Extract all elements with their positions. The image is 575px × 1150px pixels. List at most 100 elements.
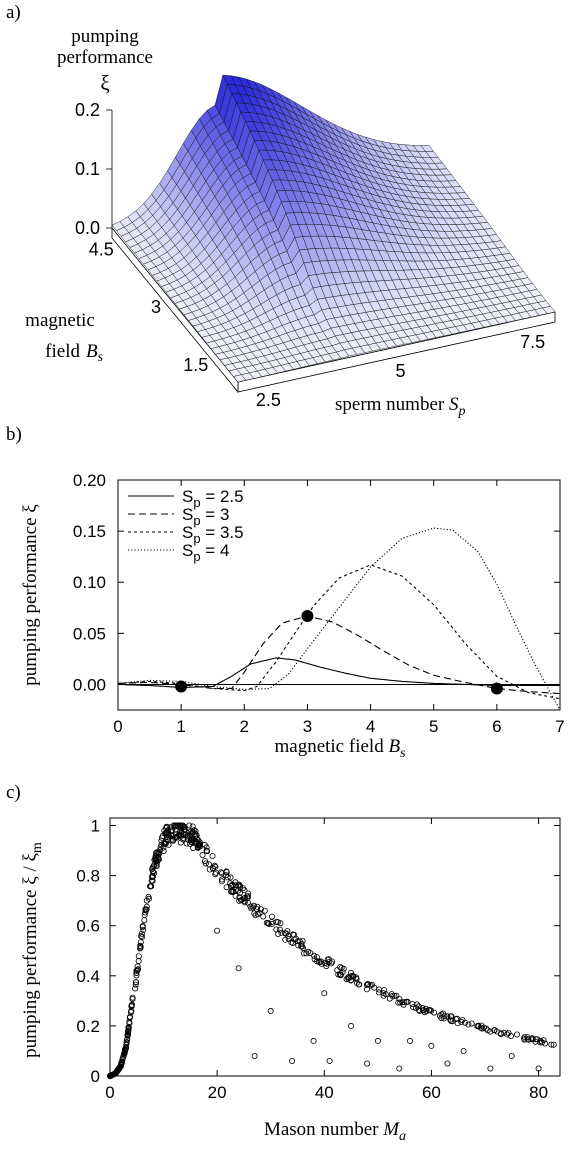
scatter-point <box>321 990 328 997</box>
x-tick-label-c: 0 <box>105 1083 114 1102</box>
scatter-point <box>311 956 318 963</box>
scatter-point <box>461 1019 468 1026</box>
scatter-point <box>123 1039 130 1046</box>
scatter-point <box>122 1047 129 1054</box>
scatter-point <box>241 887 248 894</box>
y-axis-label-line2: field <box>45 341 80 362</box>
scatter-point <box>133 970 140 977</box>
scatter-point <box>441 1013 448 1020</box>
scatter-point <box>396 996 403 1003</box>
svg-text:sperm number Sp: sperm number Sp <box>335 394 465 419</box>
scatter-point <box>363 981 370 988</box>
legend-label-1: Sp = 3 <box>182 505 229 528</box>
scatter-point <box>137 939 144 946</box>
scatter-point <box>514 1031 521 1038</box>
scatter-point <box>128 1003 135 1010</box>
scatter-point <box>447 1016 454 1023</box>
y-tick-label-c: 0.8 <box>76 867 100 886</box>
scatter-point <box>187 828 194 835</box>
scatter-point <box>335 971 342 978</box>
surface-mesh <box>111 74 556 394</box>
scatter-point <box>236 890 243 897</box>
scatter-point <box>316 958 323 965</box>
y-tick-label-b: 0.10 <box>73 573 106 592</box>
scatter-point <box>158 841 165 848</box>
scatter-point <box>133 972 140 979</box>
scatter-point <box>532 1036 539 1043</box>
scatter-point <box>127 1009 134 1016</box>
scatter-point <box>448 1018 455 1025</box>
scatter-point <box>507 1033 514 1040</box>
scatter-point <box>161 841 168 848</box>
x-axis-subscript-b: s <box>400 746 406 761</box>
axes-ticks-b: 0 1 2 3 4 5 6 7 0.00 0.05 0.10 0.15 0.20 <box>73 471 565 736</box>
z-tick-label: 0.1 <box>75 159 100 179</box>
surface-axes: 0.0 0.1 0.2 1.5 3 4.5 2.5 5 7.5 <box>75 100 545 410</box>
x-tick-label: 2.5 <box>256 390 281 410</box>
scatter-point <box>263 919 270 926</box>
y-tick-label-b: 0.15 <box>73 522 106 541</box>
scatter-point <box>521 1034 528 1041</box>
x-tick-label-c: 60 <box>422 1083 441 1102</box>
scatter-point <box>465 1021 472 1028</box>
x-axis-symbol-b: B <box>388 736 400 757</box>
scatter-point <box>363 986 370 993</box>
scatter-point <box>329 958 336 965</box>
scatter-point <box>163 839 170 846</box>
panel-label-c: c) <box>6 782 21 803</box>
scatter-point <box>132 985 139 992</box>
scatter-point <box>175 822 182 829</box>
x-tick-label-c: 80 <box>529 1083 548 1102</box>
scatter-point <box>388 991 395 998</box>
scatter-point <box>468 1020 475 1027</box>
scatter-point <box>261 907 268 914</box>
scatter-point <box>497 1030 504 1037</box>
surface-quad <box>542 306 556 314</box>
legend-b: Sp = 2.5Sp = 3Sp = 3.5Sp = 4 <box>128 487 244 564</box>
y-tick-label-c: 1 <box>91 817 100 836</box>
scatter-point <box>217 869 224 876</box>
scatter-point <box>219 876 226 883</box>
line-plot: 0 1 2 3 4 5 6 70.000.050.100.150.20 Sp = 2.5Sp … <box>20 471 565 761</box>
scatter-point <box>192 830 199 837</box>
y-axis-label-line1: magnetic <box>25 310 95 331</box>
y-axis-label-c: pumping performance ξ / ξ <box>20 853 41 1058</box>
scatter-point <box>253 906 260 913</box>
scatter-point <box>235 965 242 972</box>
scatter-point <box>382 991 389 998</box>
scatter-point <box>535 1065 542 1072</box>
scatter-point <box>491 1027 498 1034</box>
scatter-point <box>134 966 141 973</box>
x-axis-label-b: magnetic field <box>274 736 384 757</box>
scatter-point <box>260 913 267 920</box>
scatter-point <box>117 1064 124 1071</box>
scatter-point <box>140 927 147 934</box>
scatter-point <box>139 922 146 929</box>
series-line-3 <box>117 527 561 711</box>
x-axis-symbol: S <box>449 394 459 415</box>
scatter-point <box>524 1034 531 1041</box>
scatter-point <box>289 1058 296 1065</box>
scatter-point <box>160 848 167 855</box>
x-tick-label-b: 6 <box>492 717 501 736</box>
scatter-point <box>500 1029 507 1036</box>
scatter-point <box>141 917 148 924</box>
x-tick-label-c: 40 <box>315 1083 334 1102</box>
scatter-point <box>202 860 209 867</box>
scatter-point <box>294 938 301 945</box>
scatter-point <box>413 1001 420 1008</box>
scatter-point <box>204 848 211 855</box>
scatter-point <box>187 832 194 839</box>
scatter-point <box>267 1007 274 1014</box>
y-tick-label-c: 0.6 <box>76 917 100 936</box>
scatter-point <box>245 893 252 900</box>
x-axis-subscript-c: a <box>399 1129 406 1144</box>
scatter-point <box>401 999 408 1006</box>
scatter-point <box>119 1056 126 1063</box>
panel-label-a: a) <box>6 2 21 23</box>
y-tick-label-c: 0 <box>91 1067 100 1086</box>
y-tick-label-b: 0.00 <box>73 675 106 694</box>
scatter-point <box>203 847 210 854</box>
svg-text:Bs: Bs <box>86 341 104 365</box>
